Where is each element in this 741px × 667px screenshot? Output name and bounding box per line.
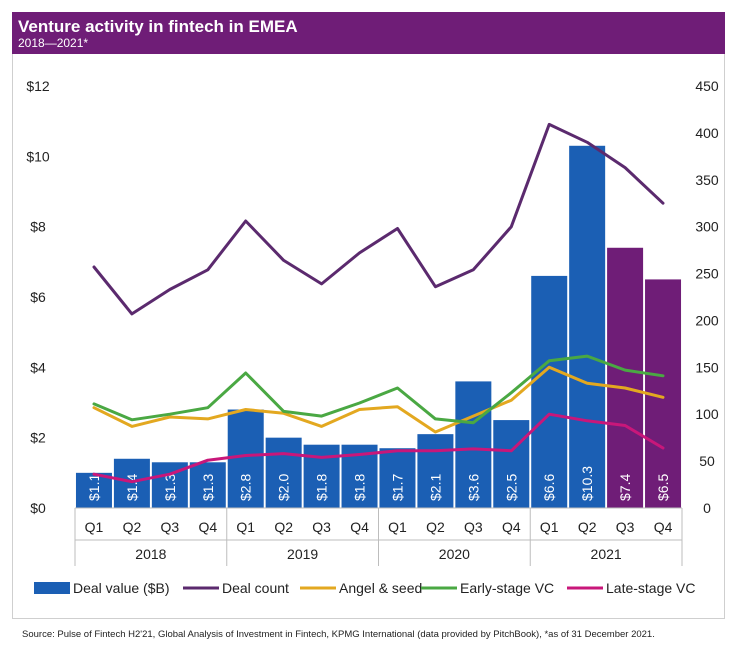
y-right-tick-label: 150 <box>695 359 719 375</box>
x-quarter-label: Q2 <box>274 519 293 535</box>
x-year-label: 2021 <box>591 546 622 562</box>
y-right-tick-label: 350 <box>695 172 719 188</box>
y-left-tick-label: $2 <box>30 430 46 446</box>
deal-value-bar <box>569 146 605 508</box>
y-left-tick-label: $8 <box>30 219 46 235</box>
deal-value-label: $2.8 <box>238 474 254 501</box>
y-left-tick-label: $4 <box>30 359 46 375</box>
y-left-tick-label: $6 <box>30 289 46 305</box>
deal-value-label: $1.8 <box>314 474 330 501</box>
x-quarter-label: Q3 <box>161 519 180 535</box>
x-quarter-label: Q4 <box>198 519 217 535</box>
legend-label-deal-count: Deal count <box>222 580 289 596</box>
y-right-tick-label: 300 <box>695 219 719 235</box>
legend-label-angel-seed: Angel & seed <box>339 580 422 596</box>
y-right-tick-label: 250 <box>695 266 719 282</box>
y-right-tick-label: 0 <box>703 500 711 516</box>
x-quarter-label: Q4 <box>502 519 521 535</box>
x-year-label: 2018 <box>135 546 166 562</box>
x-quarter-label: Q3 <box>616 519 635 535</box>
deal-value-label: $10.3 <box>579 466 595 501</box>
deal-value-label: $6.6 <box>541 474 557 501</box>
deal-value-label: $1.4 <box>124 474 140 501</box>
y-left-tick-label: $0 <box>30 500 46 516</box>
deal-value-label: $1.1 <box>86 474 102 501</box>
x-quarter-label: Q1 <box>85 519 104 535</box>
legend-label-deal-value: Deal value ($B) <box>73 580 170 596</box>
x-quarter-label: Q1 <box>540 519 559 535</box>
x-year-label: 2019 <box>287 546 318 562</box>
deal-value-label: $3.6 <box>465 474 481 501</box>
source-note: Source: Pulse of Fintech H2'21, Global A… <box>22 629 655 640</box>
deal-value-label: $1.3 <box>162 474 178 501</box>
chart-svg: $0 $2 $4 $6 $8 $10 $12 0 50 100 150 200 250 300 350 400… <box>0 0 741 620</box>
deal-value-label: $2.0 <box>276 474 292 501</box>
y-right-tick-label: 100 <box>695 406 719 422</box>
legend-swatch-deal-value <box>34 582 70 594</box>
x-quarter-label: Q1 <box>388 519 407 535</box>
deal-value-label: $1.8 <box>352 474 368 501</box>
deal-value-bar <box>531 276 567 508</box>
legend-label-early-stage: Early-stage VC <box>460 580 554 596</box>
y-right-tick-label: 200 <box>695 312 719 328</box>
x-quarter-label: Q2 <box>578 519 597 535</box>
deal-value-label: $7.4 <box>617 474 633 501</box>
deal-value-label: $2.1 <box>427 474 443 501</box>
x-quarter-label: Q2 <box>426 519 445 535</box>
deal-value-bar <box>607 248 643 508</box>
deal-value-label: $1.3 <box>200 474 216 501</box>
x-quarter-label: Q4 <box>654 519 673 535</box>
deal-value-label: $6.5 <box>655 474 671 501</box>
y-right-tick-label: 400 <box>695 125 719 141</box>
x-quarter-label: Q1 <box>236 519 255 535</box>
y-right-tick-label: 50 <box>699 453 715 469</box>
deal-value-label: $1.7 <box>389 474 405 501</box>
x-quarter-label: Q4 <box>350 519 369 535</box>
x-quarter-label: Q3 <box>312 519 331 535</box>
y-left-tick-label: $10 <box>26 148 50 164</box>
x-year-label: 2020 <box>439 546 470 562</box>
y-left-tick-label: $12 <box>26 78 50 94</box>
x-quarter-label: Q2 <box>123 519 142 535</box>
y-right-tick-label: 450 <box>695 78 719 94</box>
deal-value-label: $2.5 <box>503 474 519 501</box>
x-quarter-label: Q3 <box>464 519 483 535</box>
legend-label-late-stage: Late-stage VC <box>606 580 696 596</box>
